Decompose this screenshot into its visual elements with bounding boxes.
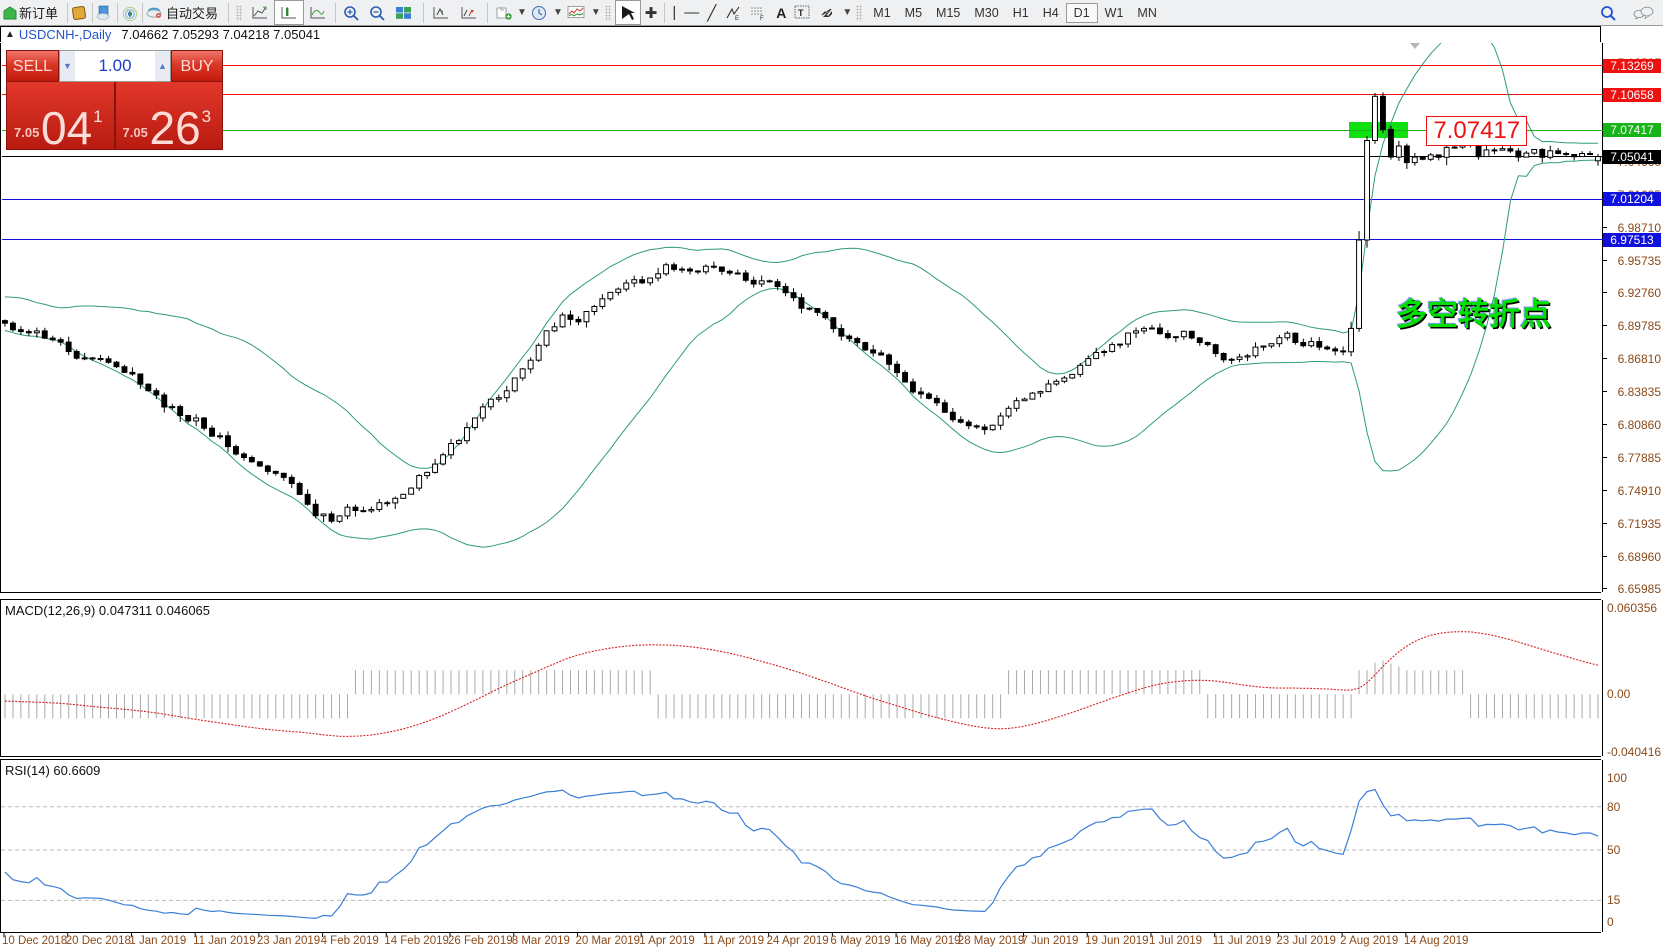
svg-text:F: F (760, 16, 764, 21)
svg-text:E: E (735, 16, 739, 21)
svg-text:T: T (798, 8, 804, 18)
